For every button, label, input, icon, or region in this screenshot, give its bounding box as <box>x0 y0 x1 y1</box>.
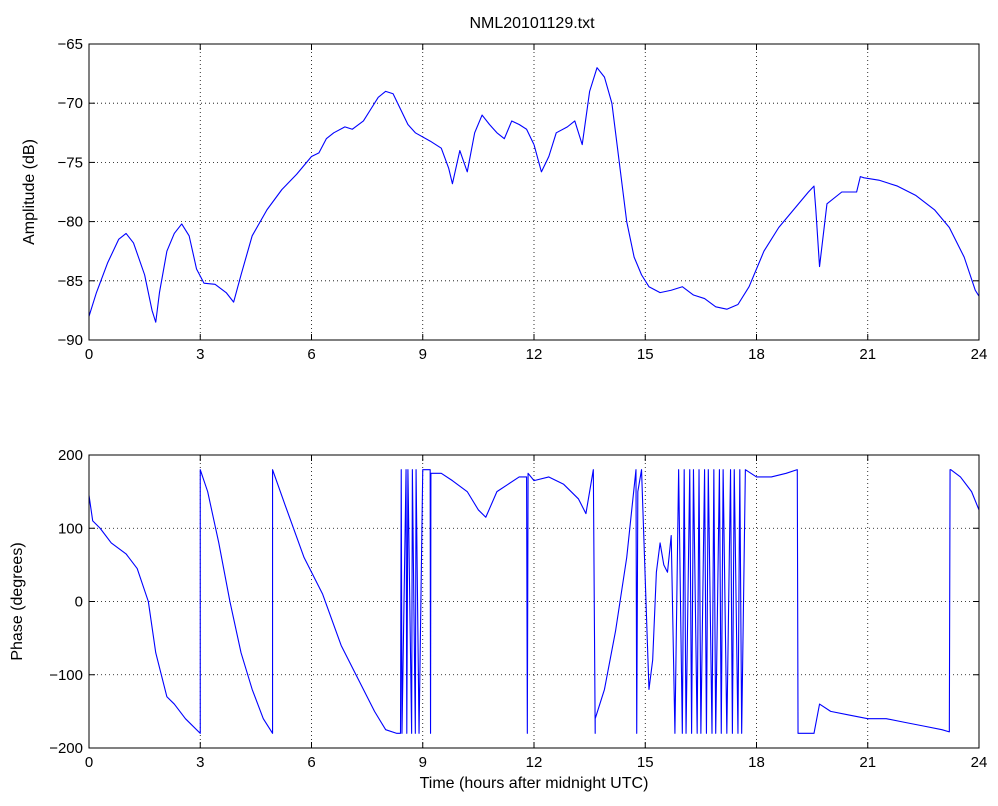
phase-x-tick-label: 24 <box>971 754 988 771</box>
amplitude-y-tick-label: −65 <box>58 36 83 53</box>
amplitude-y-tick-label: −85 <box>58 273 83 290</box>
amplitude-x-tick-label: 0 <box>85 346 93 363</box>
phase-y-tick-label: 0 <box>75 594 83 611</box>
phase-y-tick-label: −200 <box>49 740 83 757</box>
amplitude-y-tick-label: −75 <box>58 154 83 171</box>
phase-series-line <box>88 469 980 734</box>
phase-plot: 0 3 6 9 12 15 18 21 24 −200 −100 0 100 200 Phase (degr… <box>9 447 987 792</box>
amplitude-x-tick-label: 6 <box>307 346 315 363</box>
phase-y-tick-label: −100 <box>49 667 83 684</box>
phase-x-tick-label: 18 <box>748 754 765 771</box>
amplitude-y-tick-label: −90 <box>58 332 83 349</box>
phase-y-tick-label: 200 <box>58 447 83 464</box>
amplitude-x-tick-label: 9 <box>419 346 427 363</box>
amplitude-x-tick-label: 18 <box>748 346 765 363</box>
phase-y-axis-label: Phase (degrees) <box>9 542 26 660</box>
phase-x-tick-label: 3 <box>196 754 204 771</box>
phase-x-tick-label: 12 <box>526 754 543 771</box>
chart-title: NML20101129.txt <box>469 15 595 32</box>
amplitude-y-axis-label: Amplitude (dB) <box>21 139 38 245</box>
phase-x-tick-label: 6 <box>307 754 315 771</box>
amplitude-x-tick-label: 21 <box>859 346 876 363</box>
amplitude-y-tick-label: −70 <box>58 95 83 112</box>
amplitude-x-tick-label: 3 <box>196 346 204 363</box>
amplitude-y-tick-label: −80 <box>58 214 83 231</box>
phase-x-axis-label: Time (hours after midnight UTC) <box>420 775 649 792</box>
amplitude-series-line <box>88 67 980 323</box>
phase-y-tick-label: 100 <box>58 520 83 537</box>
amplitude-x-tick-label: 24 <box>971 346 988 363</box>
amplitude-x-tick-label: 12 <box>526 346 543 363</box>
phase-x-tick-label: 21 <box>859 754 876 771</box>
amplitude-x-tick-label: 15 <box>637 346 654 363</box>
phase-x-tick-label: 9 <box>419 754 427 771</box>
amplitude-plot: 0 3 6 9 12 15 18 21 24 −90 −85 −80 −75 −70 −65 Amplitud… <box>21 36 987 363</box>
phase-x-tick-label: 15 <box>637 754 654 771</box>
phase-x-tick-label: 0 <box>85 754 93 771</box>
